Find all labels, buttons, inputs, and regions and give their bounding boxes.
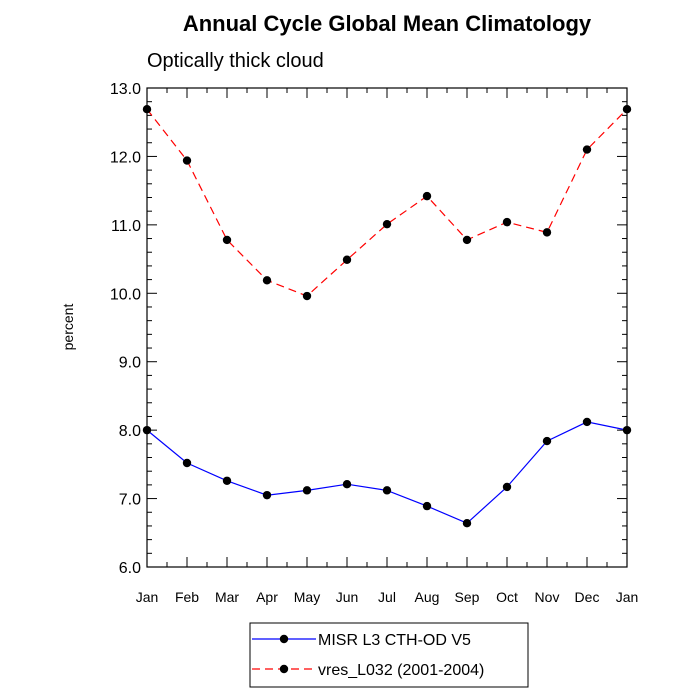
x-tick-label: Sep bbox=[455, 589, 480, 605]
data-point bbox=[262, 276, 272, 285]
data-point bbox=[382, 219, 392, 229]
x-tick-label: Jan bbox=[616, 589, 639, 605]
data-point bbox=[622, 425, 632, 435]
data-point bbox=[182, 458, 192, 468]
y-tick-label: 13.0 bbox=[110, 81, 141, 98]
plot-frame bbox=[146, 87, 628, 568]
y-tick-label: 7.0 bbox=[119, 492, 141, 509]
y-tick-label: 9.0 bbox=[119, 355, 141, 372]
data-point bbox=[422, 501, 432, 511]
x-tick-label: Nov bbox=[535, 589, 560, 605]
axes: 6.0 7.0 8.0 9.0 10.0 11.0 12.0 13.0 Jan Feb Mar Apr… bbox=[110, 81, 638, 605]
data-point bbox=[342, 255, 352, 264]
data-point bbox=[622, 105, 632, 114]
data-point bbox=[302, 486, 312, 495]
legend-marker bbox=[279, 634, 289, 644]
y-tick-label: 8.0 bbox=[119, 423, 141, 440]
data-point bbox=[462, 519, 472, 528]
legend-marker bbox=[279, 664, 289, 674]
data-point bbox=[182, 156, 192, 165]
y-axis-label: percent bbox=[60, 304, 76, 351]
legend-label: MISR L3 CTH-OD V5 bbox=[318, 632, 471, 649]
series-line bbox=[146, 421, 628, 524]
data-point bbox=[222, 476, 232, 485]
x-tick-label: Apr bbox=[256, 589, 278, 605]
x-tick-label: Jan bbox=[136, 589, 159, 605]
chart-subtitle: Optically thick cloud bbox=[147, 50, 324, 72]
x-tick-label: May bbox=[294, 589, 320, 605]
x-tick-label: Aug bbox=[415, 589, 440, 605]
x-tick-label: Dec bbox=[575, 589, 600, 605]
data-point bbox=[542, 228, 552, 237]
data-point bbox=[302, 291, 312, 301]
data-point bbox=[502, 217, 512, 227]
series-line bbox=[146, 108, 628, 297]
data-point bbox=[142, 425, 152, 435]
legend-label: vres_L032 (2001-2004) bbox=[318, 662, 484, 679]
x-tick-label: Oct bbox=[496, 589, 518, 605]
chart-title: Annual Cycle Global Mean Climatology bbox=[183, 11, 592, 36]
x-tick-label: Jul bbox=[378, 589, 396, 605]
y-tick-label: 12.0 bbox=[110, 149, 141, 166]
data-point bbox=[262, 490, 272, 500]
data-point bbox=[502, 482, 512, 492]
legend: MISR L3 CTH-OD V5 vres_L032 (2001-2004) bbox=[249, 622, 529, 688]
x-tick-label: Feb bbox=[175, 589, 199, 605]
data-point bbox=[542, 436, 552, 446]
y-tick-label: 10.0 bbox=[110, 286, 141, 303]
data-point bbox=[422, 191, 432, 201]
y-tick-label: 11.0 bbox=[111, 218, 141, 235]
data-point bbox=[462, 235, 472, 245]
series-layer bbox=[142, 105, 632, 528]
x-tick-label: Jun bbox=[336, 589, 359, 605]
y-tick-label: 6.0 bbox=[119, 560, 141, 577]
data-point bbox=[382, 486, 392, 495]
data-point bbox=[582, 417, 592, 427]
legend-frame bbox=[249, 622, 529, 688]
data-point bbox=[342, 480, 352, 489]
data-point bbox=[582, 145, 592, 154]
data-point bbox=[142, 105, 152, 114]
data-point bbox=[222, 235, 232, 245]
x-tick-label: Mar bbox=[215, 589, 239, 605]
